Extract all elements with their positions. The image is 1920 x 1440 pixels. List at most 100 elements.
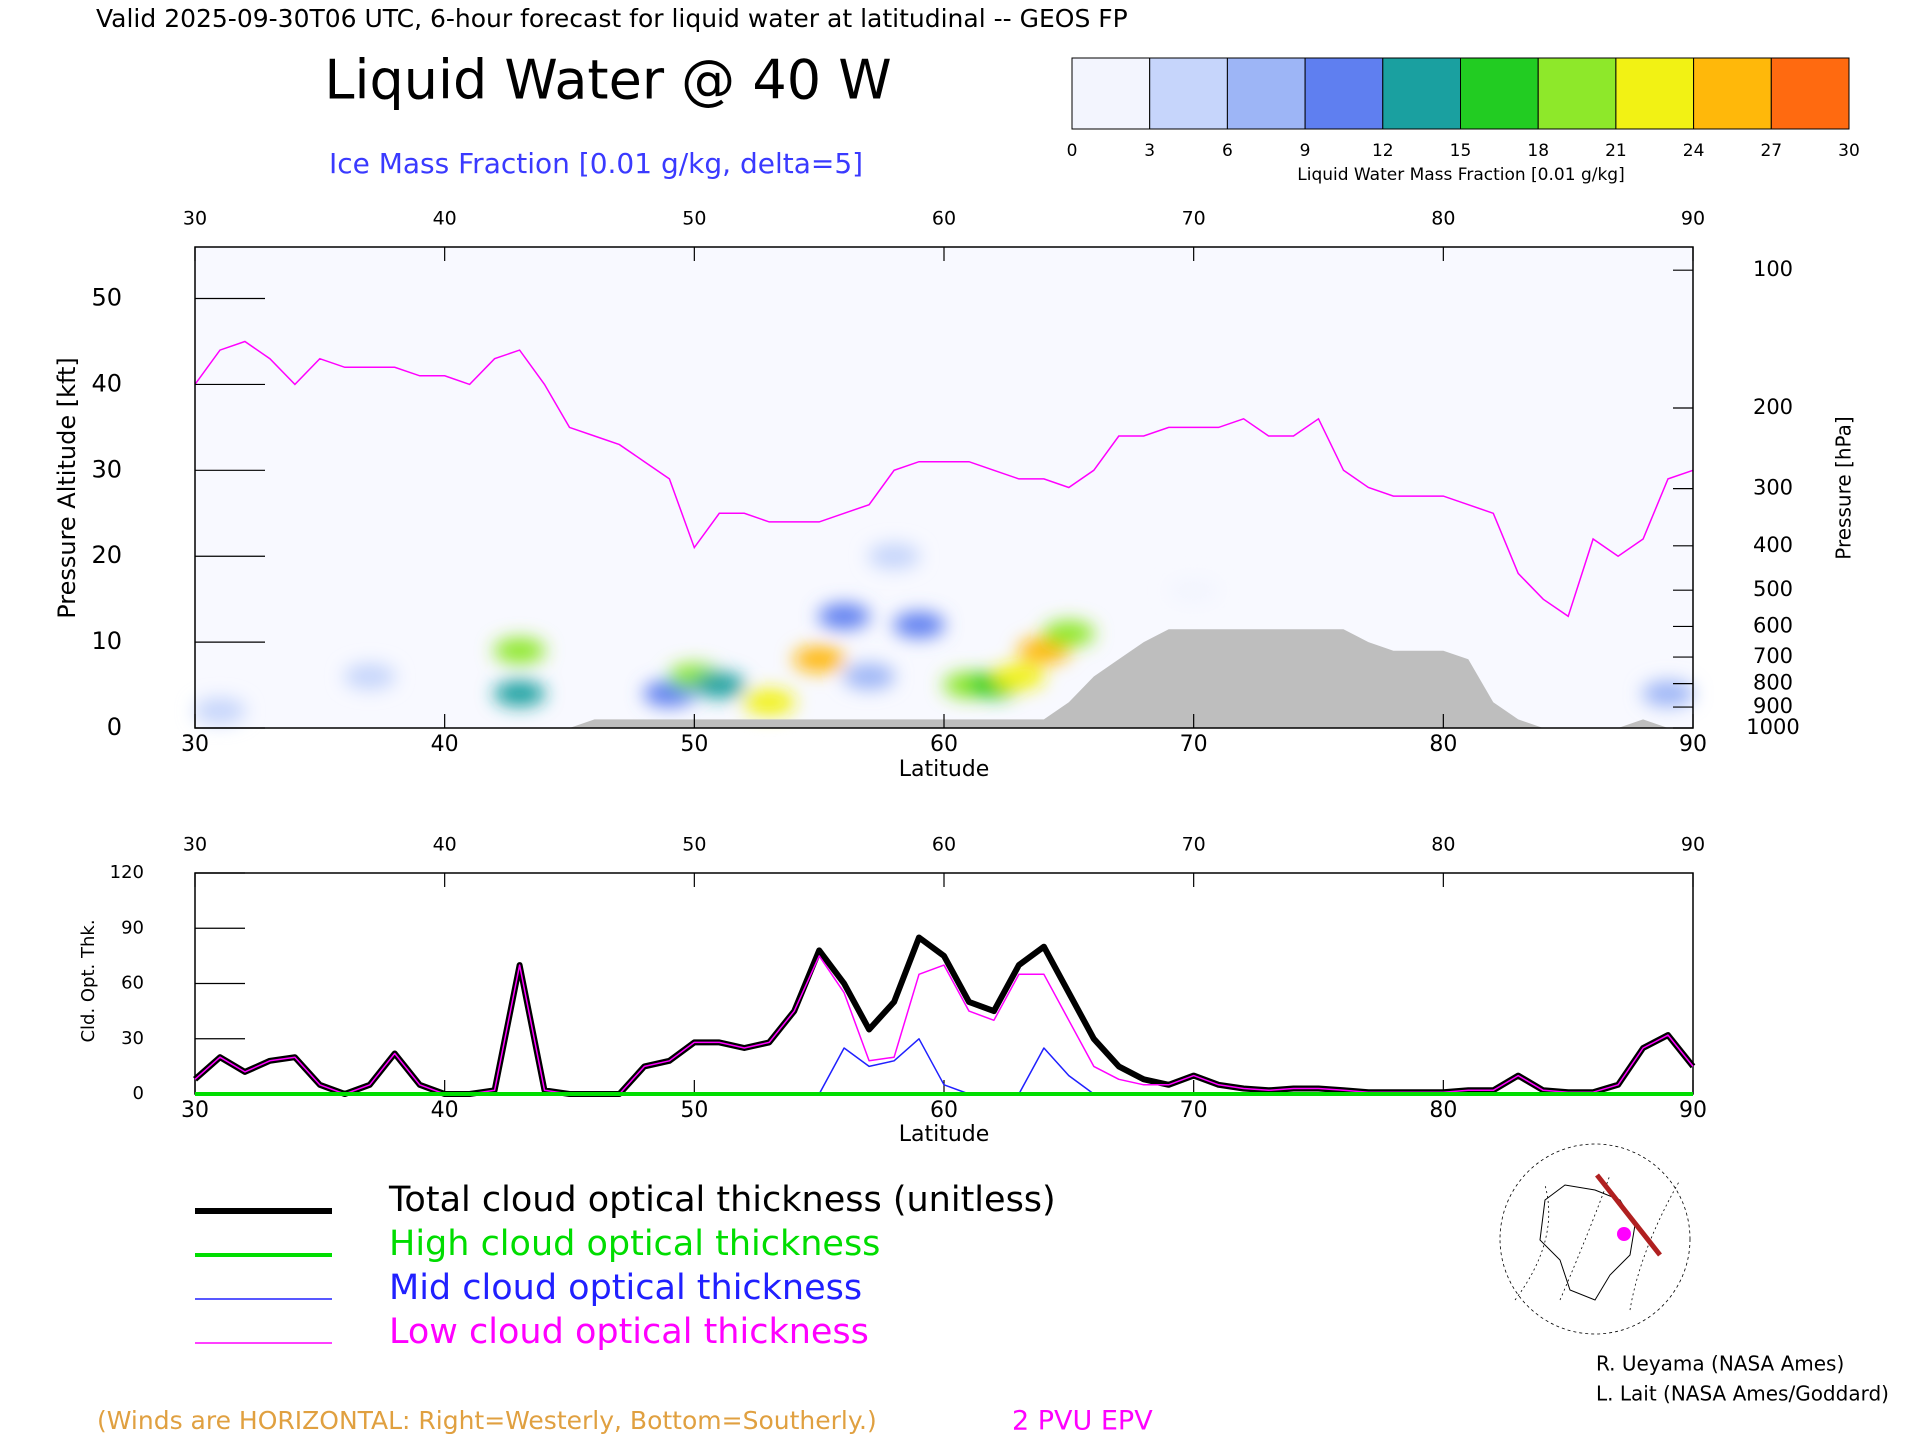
colorbar-tick-label: 12 — [1372, 141, 1394, 161]
cloud-water-cell — [893, 611, 946, 638]
x-tick-label: 30 — [183, 208, 207, 230]
x-tick-label: 90 — [1679, 1098, 1707, 1123]
cloud-water-cell — [1642, 680, 1695, 707]
y-tick-label: 60 — [121, 973, 144, 994]
map-inset — [1497, 1143, 1693, 1335]
winds-note: (Winds are HORIZONTAL: Right=Westerly, B… — [97, 1406, 877, 1435]
colorbar-tick-label: 27 — [1760, 141, 1782, 161]
colorbar-bin — [1149, 57, 1228, 130]
y2-tick-label: 900 — [1753, 694, 1793, 718]
cloud-water-cell — [793, 646, 846, 673]
credit: L. Lait (NASA Ames/Goddard) — [1596, 1382, 1889, 1406]
y-tick-label: 0 — [107, 713, 122, 741]
colorbar-tick-label: 6 — [1222, 141, 1233, 161]
y2-tick-label: 100 — [1753, 257, 1793, 281]
colorbar-tick-label: 18 — [1527, 141, 1549, 161]
x-tick-label: 80 — [1431, 834, 1455, 856]
cloud-water-cell — [493, 637, 546, 664]
x-tick-label: 90 — [1681, 834, 1705, 856]
y-tick-label: 120 — [110, 862, 144, 883]
x-tick-label: 40 — [433, 834, 457, 856]
cloud-water-cell — [343, 663, 396, 690]
y2-tick-label: 300 — [1753, 476, 1793, 500]
x-tick-label: 30 — [183, 834, 207, 856]
colorbar-bin — [1382, 57, 1462, 130]
y2-tick-label: 700 — [1753, 644, 1793, 668]
cloud-water-cell — [193, 697, 246, 724]
colorbar-tick-label: 21 — [1605, 141, 1627, 161]
y-axis-label: Cld. Opt. Thk. — [78, 919, 99, 1042]
plot-frame — [194, 872, 1694, 1095]
legend-label: Low cloud optical thickness — [389, 1312, 869, 1352]
y2-tick-label: 600 — [1753, 613, 1793, 637]
x-tick-label: 70 — [1180, 732, 1208, 757]
colorbar-bin — [1770, 57, 1850, 130]
x-tick-label: 40 — [431, 732, 459, 757]
x-tick-label: 70 — [1182, 208, 1206, 230]
colorbar-tick-label: 15 — [1450, 141, 1472, 161]
series-line — [194, 955, 1694, 1095]
x-axis-label: Latitude — [899, 757, 990, 782]
plot-background — [195, 247, 1693, 728]
cloud-water-cell — [992, 663, 1045, 690]
y-tick-label: 40 — [91, 369, 122, 397]
y2-tick-label: 800 — [1753, 671, 1793, 695]
chart-title: Liquid Water @ 40 W — [324, 49, 891, 112]
x-tick-label: 60 — [932, 834, 956, 856]
y-tick-label: 0 — [133, 1083, 144, 1104]
x-tick-label: 50 — [680, 1098, 708, 1123]
x-tick-label: 30 — [181, 1098, 209, 1123]
x-tick-label: 50 — [682, 834, 706, 856]
credit: R. Ueyama (NASA Ames) — [1596, 1352, 1844, 1376]
colorbar-bin — [1460, 57, 1539, 130]
epv-note: 2 PVU EPV — [1012, 1406, 1153, 1437]
y-tick-label: 30 — [121, 1028, 144, 1049]
colorbar-bin — [1615, 57, 1695, 130]
y-tick-label: 90 — [121, 917, 144, 938]
x-tick-label: 60 — [930, 1098, 958, 1123]
x-tick-label: 30 — [181, 732, 209, 757]
cloud-water-cell — [1042, 620, 1095, 647]
legend-label: Mid cloud optical thickness — [389, 1268, 862, 1308]
header: Valid 2025-09-30T06 UTC, 6-hour forecast… — [96, 4, 1128, 33]
y-axis-label: Pressure Altitude [kft] — [53, 357, 81, 619]
colorbar-tick-label: 9 — [1300, 141, 1311, 161]
colorbar-bin — [1693, 57, 1772, 130]
chart-subtitle: Ice Mass Fraction [0.01 g/kg, delta=5] — [329, 147, 863, 180]
x-tick-label: 60 — [930, 732, 958, 757]
x-tick-label: 50 — [682, 208, 706, 230]
colorbar-tick-label: 30 — [1838, 141, 1860, 161]
x-tick-label: 40 — [433, 208, 457, 230]
series-line — [193, 934, 1696, 1097]
cloud-water-cell — [843, 663, 896, 690]
colorbar-bin — [1304, 57, 1384, 130]
y-tick-label: 50 — [91, 284, 122, 312]
y-tick-label: 10 — [91, 627, 122, 655]
x-tick-label: 50 — [680, 732, 708, 757]
colorbar-tick-label: 24 — [1683, 141, 1705, 161]
x-tick-label: 70 — [1182, 834, 1206, 856]
colorbar-tick-label: 0 — [1067, 141, 1078, 161]
cloud-water-cell — [868, 543, 921, 570]
y2-tick-label: 200 — [1753, 395, 1793, 419]
x-tick-label: 70 — [1180, 1098, 1208, 1123]
x-tick-label: 90 — [1679, 732, 1707, 757]
y-tick-label: 20 — [91, 541, 122, 569]
cloud-water-cell — [818, 603, 871, 630]
x-tick-label: 80 — [1429, 1098, 1457, 1123]
x-axis-label: Latitude — [899, 1122, 990, 1147]
cloud-water — [193, 543, 1695, 724]
y2-tick-label: 400 — [1753, 533, 1793, 557]
x-tick-label: 60 — [932, 208, 956, 230]
y-tick-label: 30 — [91, 455, 122, 483]
epv-line — [194, 340, 1694, 618]
cloud-water-cell — [743, 689, 796, 716]
y2-axis-label: Pressure [hPa] — [1832, 416, 1856, 559]
terrain — [195, 629, 1693, 728]
cloud-water-cell — [1167, 577, 1220, 604]
colorbar-bin — [1226, 57, 1306, 130]
cloud-water-cell — [493, 680, 546, 707]
x-tick-label: 90 — [1681, 208, 1705, 230]
y2-tick-label: 500 — [1753, 577, 1793, 601]
